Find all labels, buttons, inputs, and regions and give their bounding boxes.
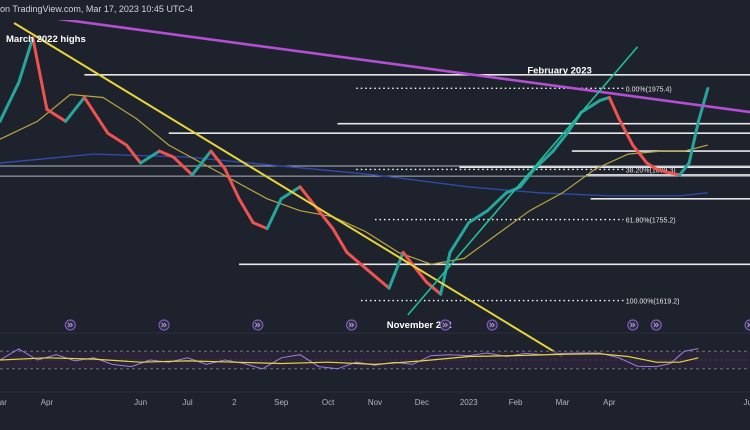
price-candle-segment: [0, 81, 21, 123]
event-icon: [744, 319, 750, 331]
price-candle-segment: [467, 209, 489, 225]
price-candle-segment: [171, 155, 194, 177]
uptrend-line: [407, 46, 639, 316]
rsi-line: [0, 348, 699, 370]
price-candle-segment: [125, 143, 143, 165]
annotation-february-2023: February 2023: [527, 66, 591, 77]
x-axis-tick-label: Apr: [41, 398, 54, 407]
price-candle-segment: [223, 167, 241, 201]
annotation-march-2022-highs: March 2022 highs: [6, 34, 86, 45]
price-candle-segment: [645, 161, 658, 171]
fast-moving-average-line: [0, 93, 708, 265]
x-axis-tick-label: Dec: [415, 398, 429, 407]
slow-moving-average-line: [0, 153, 708, 197]
x-axis-tick-label: Nov: [368, 398, 382, 407]
fib-level-label: 0.00%(1975.4): [626, 86, 672, 93]
x-axis-tick-label: Apr: [603, 398, 616, 407]
price-candle-segment: [598, 95, 611, 102]
x-axis-tick-label: 2023: [460, 398, 478, 407]
x-axis-tick-label: Sep: [274, 398, 289, 407]
price-candle-segment: [551, 131, 569, 153]
x-axis-tick-label: Oct: [322, 398, 335, 407]
price-candle-segment: [617, 116, 635, 147]
price-candle-segment: [157, 149, 175, 159]
price-candle-segment: [106, 131, 129, 147]
rsi-moving-average-line: [0, 353, 699, 366]
price-candle-segment: [45, 107, 68, 123]
price-candle-segment: [425, 280, 443, 296]
price-candle-segment: [631, 143, 649, 165]
price-candle-segment: [317, 209, 335, 231]
price-candle-segment: [532, 149, 555, 171]
price-candle-segment: [415, 268, 429, 284]
chart-header: on TradingView.com, Mar 17, 2023 10:45 U…: [0, 0, 750, 20]
fib-level-label: 61.80%(1755.2): [626, 218, 676, 225]
fib-level-label: 38.20%(1839.3): [626, 167, 676, 174]
price-candle-segment: [279, 185, 302, 201]
x-axis-tick-label: Mar: [0, 398, 7, 407]
resistance-trendline: [0, 9, 750, 114]
downtrend-line: [13, 22, 564, 358]
price-candle-segment: [654, 167, 668, 174]
price-candle-segment: [579, 98, 602, 114]
price-candle-segment: [373, 274, 391, 290]
price-candle-segment: [345, 250, 363, 266]
event-icon-chevron: [629, 322, 636, 328]
price-candle-segment: [31, 36, 49, 111]
x-axis-tick-label: Jun: [744, 398, 750, 407]
event-icon-chevron: [67, 322, 74, 328]
event-icon-chevron: [653, 322, 659, 328]
price-candle-segment: [518, 167, 536, 189]
price-candle-segment: [607, 95, 621, 120]
event-icon-chevron: [489, 322, 495, 328]
price-candle-segment: [190, 149, 213, 177]
price-candle-segment: [139, 149, 161, 165]
price-candle-segment: [251, 221, 269, 231]
x-axis-tick-label: 2: [232, 398, 237, 407]
fib-level-label: 100.00%(1619.2): [626, 299, 680, 306]
event-icon-chevron: [348, 322, 355, 328]
price-candle-segment: [82, 95, 110, 135]
x-axis-tick-label: Jun: [134, 398, 147, 407]
event-icon-chevron: [254, 322, 261, 328]
price-candle-segment: [331, 227, 349, 254]
event-icon-chevron: [442, 322, 449, 328]
price-candle-segment: [678, 161, 691, 177]
price-candle-segment: [265, 197, 283, 231]
price-candle-segment: [504, 185, 522, 195]
price-candle-segment: [209, 149, 227, 171]
x-axis-tick-label: Feb: [509, 398, 523, 407]
price-candle-segment: [664, 170, 682, 177]
price-candle-segment: [17, 36, 35, 85]
price-candle-segment: [439, 250, 452, 296]
price-candle-segment: [359, 262, 377, 278]
x-axis-tick-label: Jul: [182, 398, 192, 407]
x-axis-tick-label: Mar: [556, 398, 570, 407]
price-candle-segment: [687, 119, 700, 165]
price-candle-segment: [237, 197, 255, 225]
price-candle-segment: [486, 191, 508, 213]
header-source-text: on TradingView.com, Mar 17, 2023 10:45 U…: [0, 4, 193, 14]
annotation-november-2022: November 202: [387, 320, 452, 331]
price-candle-segment: [64, 95, 86, 123]
price-candle-segment: [448, 221, 471, 254]
event-icon-chevron: [161, 322, 167, 328]
